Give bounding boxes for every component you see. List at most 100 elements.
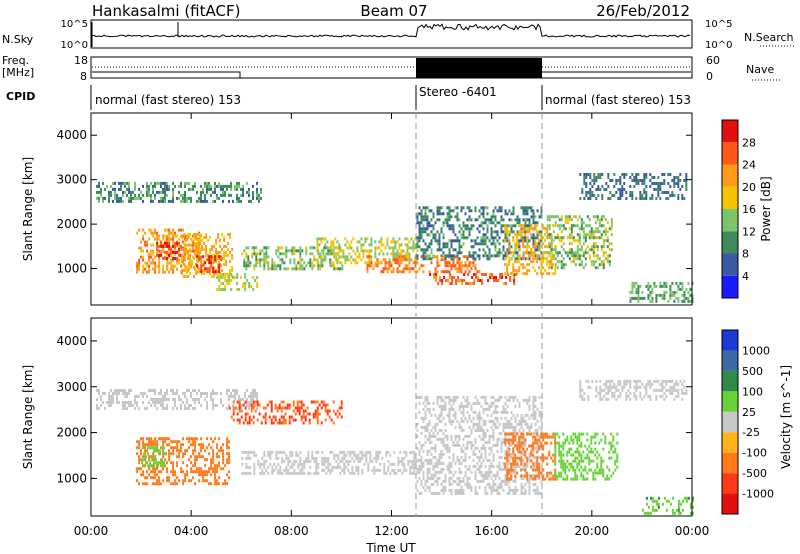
power-cell (641, 197, 644, 200)
velocity-cell (222, 461, 225, 465)
velocity-cell (138, 395, 140, 398)
velocity-cell (444, 485, 447, 489)
power-cell (215, 242, 218, 245)
power-cell (608, 254, 611, 258)
velocity-cell (341, 456, 344, 460)
velocity-cell (424, 479, 427, 483)
power-cell (681, 281, 684, 285)
power-cell (500, 251, 503, 255)
power-cell (366, 255, 369, 259)
power-cell (503, 282, 506, 285)
power-cell (591, 191, 594, 194)
power-cell (615, 191, 618, 194)
velocity-cell (244, 406, 247, 410)
power-cell (508, 230, 511, 234)
velocity-cell (528, 488, 531, 492)
power-cell (400, 252, 403, 256)
velocity-cell (530, 413, 533, 417)
velocity-cell (411, 450, 414, 454)
power-cell (432, 224, 435, 228)
power-cell (191, 260, 194, 263)
velocity-cell (296, 403, 299, 407)
velocity-cell (516, 464, 519, 468)
power-cell (536, 260, 539, 264)
power-cell (667, 191, 670, 194)
velocity-cell (184, 395, 186, 398)
power-cell (172, 250, 175, 254)
velocity-cell (418, 476, 421, 480)
velocity-cell (490, 401, 493, 405)
power-cell (498, 251, 501, 255)
velocity-cell (494, 443, 497, 447)
velocity-cell (450, 476, 453, 480)
velocity-cell (174, 446, 177, 450)
velocity-cell (540, 467, 543, 471)
velocity-cell (258, 403, 261, 407)
velocity-cell (178, 455, 181, 459)
velocity-cell (472, 401, 475, 405)
velocity-cell (456, 419, 459, 423)
velocity-cell (158, 479, 161, 483)
power-cell (546, 227, 549, 231)
power-cell (238, 288, 241, 291)
velocity-cell (161, 464, 164, 468)
velocity-cell (212, 449, 215, 453)
velocity-cell (232, 409, 235, 413)
power-cell (182, 193, 184, 197)
velocity-cell (500, 410, 503, 414)
power-cell (524, 218, 527, 222)
power-cell (585, 182, 588, 185)
power-cell (593, 176, 596, 179)
power-cell (534, 221, 537, 225)
velocity-cell (526, 401, 529, 405)
velocity-cell (492, 479, 495, 483)
power-cell (158, 255, 161, 259)
velocity-cell (500, 431, 503, 435)
velocity-cell (174, 398, 176, 401)
power-cell (478, 270, 481, 274)
velocity-cell (494, 473, 497, 477)
velocity-cell (339, 465, 342, 469)
velocity-cell (426, 485, 429, 489)
velocity-cell (508, 438, 511, 442)
power-cell (382, 243, 385, 247)
power-cell (222, 190, 224, 194)
velocity-cell (144, 392, 146, 395)
power-cell (263, 252, 266, 256)
power-cell (494, 218, 497, 222)
velocity-cell (186, 473, 189, 477)
velocity-cell (442, 431, 445, 435)
power-cell (322, 249, 325, 253)
power-cell (259, 252, 262, 256)
power-cell (344, 258, 347, 262)
power-cell (579, 197, 582, 200)
velocity-cell (424, 410, 427, 414)
power-cell (248, 193, 250, 197)
power-cell (548, 254, 551, 258)
power-cell (687, 296, 690, 300)
power-cell (248, 187, 250, 191)
velocity-cell (492, 434, 495, 438)
velocity-cell (442, 461, 445, 465)
velocity-cell (462, 428, 465, 432)
power-cell (554, 251, 557, 255)
power-cell (360, 249, 363, 253)
velocity-cell (268, 415, 271, 419)
velocity-cell (144, 449, 147, 453)
velocity-cell (486, 476, 489, 480)
power-cell (218, 255, 221, 259)
power-cell (486, 206, 489, 210)
velocity-cell (482, 395, 485, 399)
power-cell (183, 233, 186, 236)
power-cell (168, 270, 171, 274)
power-cell (311, 246, 314, 250)
velocity-cell (248, 415, 251, 419)
cpid-segment-1: normal (fast stereo) 153 (95, 93, 241, 107)
power-cell (472, 257, 475, 261)
power-cell (446, 242, 449, 246)
power-cell (610, 221, 613, 225)
velocity-cell (452, 452, 455, 456)
power-cell (142, 237, 145, 241)
power-cell (629, 176, 632, 179)
velocity-cell (416, 458, 419, 462)
